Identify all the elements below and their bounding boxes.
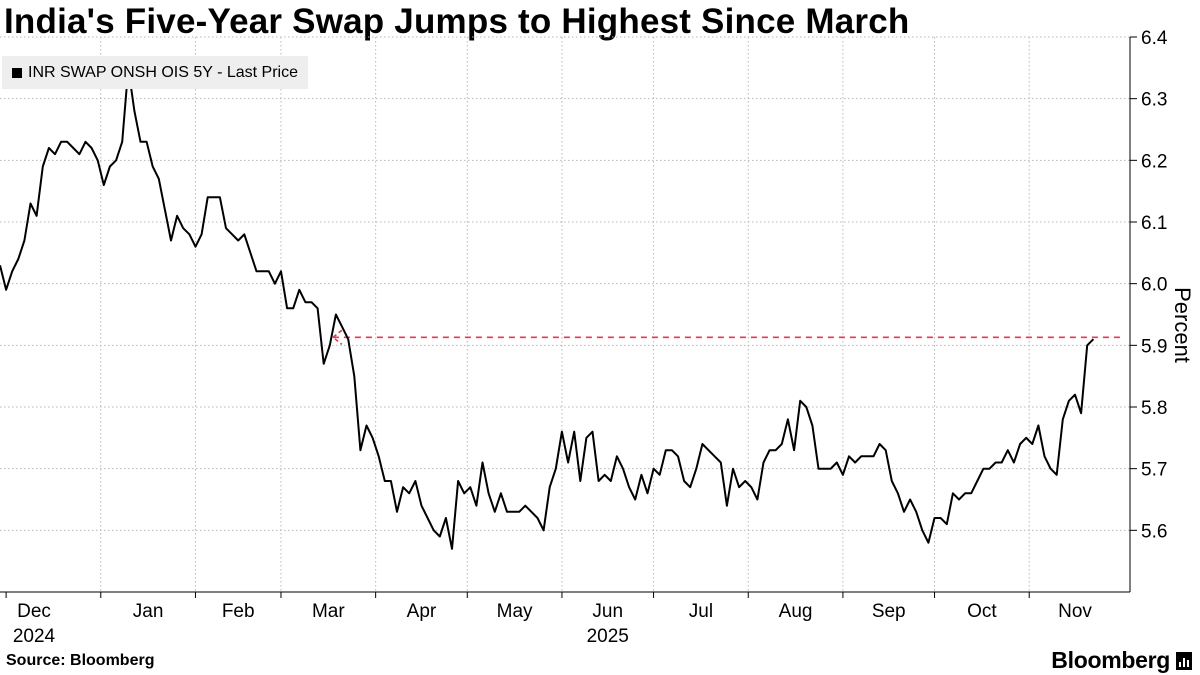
y-tick-label: 6.2 (1141, 151, 1167, 172)
x-tick-label: Jan (133, 601, 164, 622)
x-tick-label: Jun (592, 601, 623, 622)
x-tick-label: Feb (222, 601, 255, 622)
x-tick-label: Jul (689, 601, 713, 622)
y-tick-label: 6.0 (1141, 275, 1167, 296)
x-tick-label: Sep (872, 601, 906, 622)
x-tick-label: Apr (407, 601, 437, 622)
y-tick-label: 5.9 (1141, 336, 1167, 357)
y-tick-label: 6.1 (1141, 213, 1167, 234)
brand-name: Bloomberg (1051, 647, 1170, 673)
bar-chart-icon (1176, 651, 1192, 670)
x-tick-year-label: 2024 (13, 626, 56, 647)
x-tick-label: Oct (967, 601, 997, 622)
axes (0, 36, 1137, 598)
legend: INR SWAP ONSH OIS 5Y - Last Price (2, 56, 308, 89)
x-tick-year-label: 2025 (587, 626, 629, 647)
x-tick-label: May (497, 601, 533, 622)
source-note: Source: Bloomberg (6, 652, 155, 669)
x-tick-label: Aug (779, 601, 813, 622)
y-tick-label: 6.4 (1141, 28, 1168, 49)
x-tick-label: Dec (17, 601, 51, 622)
y-tick-label: 5.6 (1141, 521, 1167, 542)
grid-lines (0, 36, 1130, 592)
reference-arrow (331, 329, 343, 345)
y-tick-label: 5.8 (1141, 398, 1167, 419)
legend-label: INR SWAP ONSH OIS 5Y - Last Price (28, 63, 298, 81)
bloomberg-logo: Bloomberg (1051, 647, 1192, 674)
y-axis-label: Percent (1170, 287, 1195, 363)
y-tick-label: 5.7 (1141, 460, 1167, 481)
reference-line-group (331, 329, 1121, 345)
tick-labels: 5.6 5.7 5.8 5.9 6.0 6.1 6.2 6.3 6.4 Dec 2024 Jan Feb… (13, 28, 1168, 647)
x-tick-label: Nov (1058, 601, 1092, 622)
series-line (0, 66, 1095, 550)
x-tick-label: Mar (312, 601, 345, 622)
legend-swatch (12, 67, 22, 78)
chart-title: India's Five-Year Swap Jumps to Highest … (4, 2, 910, 41)
y-tick-label: 6.3 (1141, 90, 1167, 111)
series-group (0, 66, 1095, 550)
